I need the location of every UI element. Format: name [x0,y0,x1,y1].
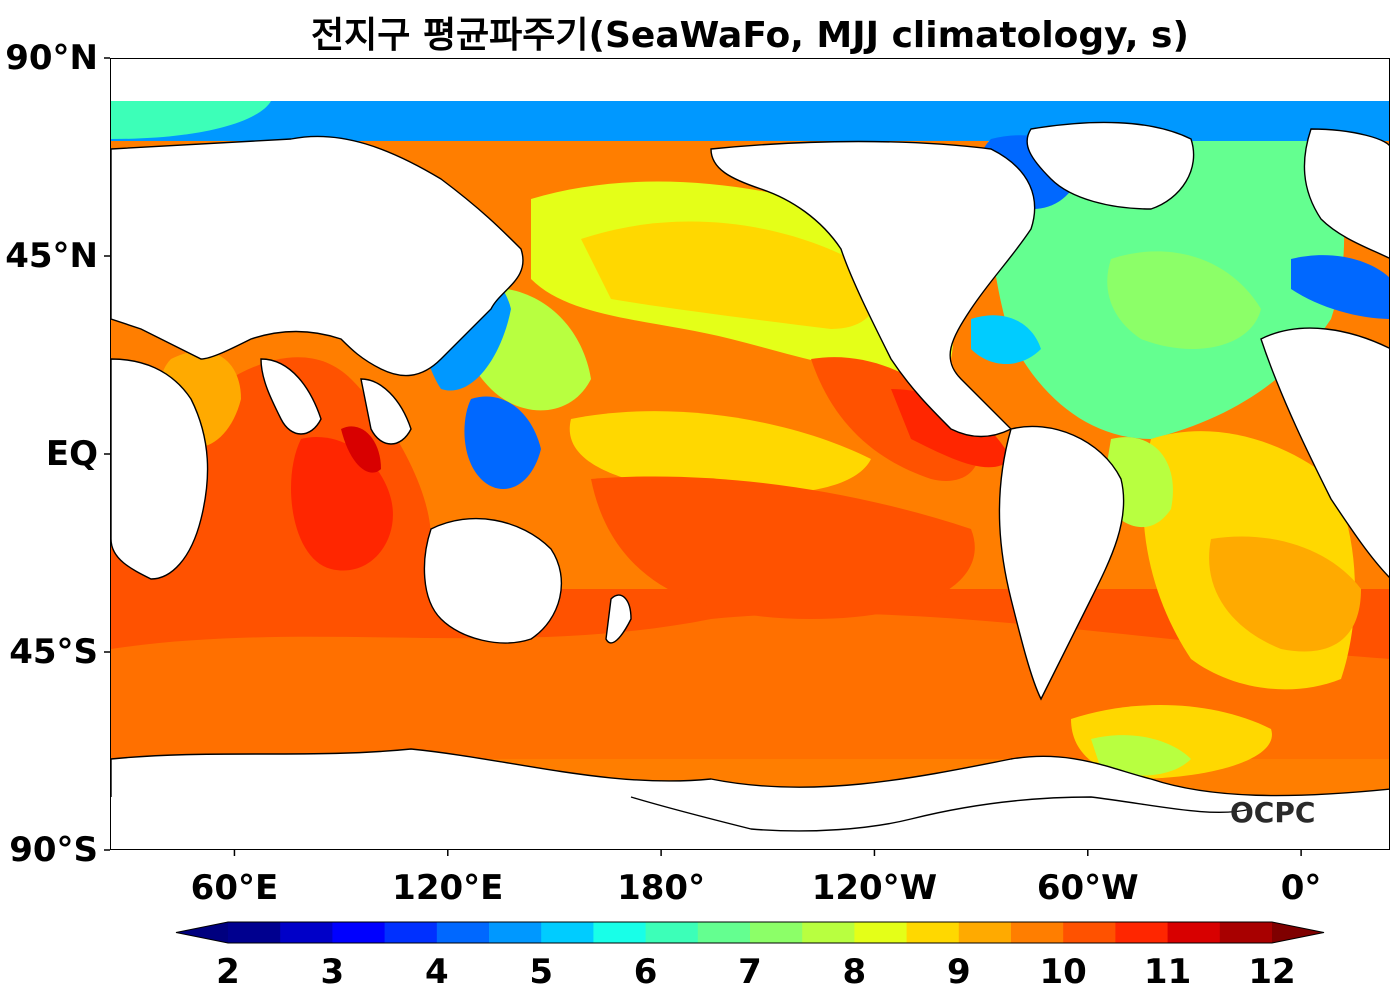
colorbar-segment [332,922,386,943]
colorbar-segment [280,922,333,943]
colorbar-segment [1167,922,1221,943]
europe-land [1303,128,1389,259]
colorbar-segment [645,922,699,943]
latitude-label: 90°S [9,830,98,870]
colorbar-segment [906,922,960,943]
longitude-label: 0° [1280,868,1322,908]
colorbar-segment [1011,922,1064,943]
indonesian-seas-field [464,396,541,489]
south-polar-mask [111,797,1389,849]
antarctic-coastline [630,796,1252,832]
colorbar-tick-label: 6 [633,952,658,992]
colorbar-segment [228,922,281,943]
eurasia-land [111,135,524,377]
map-plot-area [110,58,1390,850]
colorbar-segment [436,922,490,943]
africa-west-land [1260,327,1389,578]
colorbar-over-arrow [1272,922,1324,943]
indian-ocean-max [341,426,381,473]
colorbar-tick-label: 12 [1248,952,1296,992]
latitude-label: 45°N [5,236,98,276]
colorbar-segment [802,922,855,943]
weddell-sea-core [1091,735,1191,776]
wave-period-map [111,101,1389,849]
ocpc-logo: OCPC [1230,796,1316,829]
colorbar-under-arrow [176,922,228,943]
longitude-label: 180° [617,868,706,908]
south-pacific-field [591,476,975,619]
longitude-label: 60°W [1036,868,1139,908]
latitude-label: EQ [45,434,98,474]
greenland-land [1026,121,1195,210]
colorbar-tick-label: 7 [738,952,762,992]
gulf-of-mexico-field [971,315,1041,364]
mediterranean-field [1291,255,1389,319]
colorbar-segment [750,922,803,943]
colorbar-segment [1219,922,1273,943]
colorbar-tick-label: 4 [424,952,449,992]
arctic-coast-field [111,101,271,139]
longitude-label: 120°E [392,868,504,908]
colorbar-segment [593,922,647,943]
colorbar-segment [697,922,751,943]
longitude-label: 120°W [811,868,938,908]
latitude-label: 45°S [9,632,98,672]
longitude-label: 60°E [190,868,279,908]
colorbar-segment [958,922,1012,943]
colorbar-segment [1115,922,1169,943]
colorbar-segment [489,922,542,943]
colorbar-tick-label: 10 [1039,952,1087,992]
colorbar-segment [384,922,438,943]
australia-land [423,517,563,644]
colorbar-tick-label: 2 [216,952,240,992]
arctic-field [111,101,1389,141]
south-america-land [998,425,1125,701]
africa-east-land [111,358,209,580]
north-pacific-core [581,221,876,329]
latitude-label: 90°N [5,38,98,78]
north-atlantic-core [1107,251,1261,349]
colorbar-segment [854,922,908,943]
new-zealand-land [605,594,632,644]
colorbar-tick-label: 5 [529,952,554,992]
map-title: 전지구 평균파주기(SeaWaFo, MJJ climatology, s) [311,15,1189,56]
colorbar-segment [541,922,594,943]
colorbar-tick-label: 9 [946,952,971,992]
equatorial-pacific-field [569,411,871,495]
colorbar-tick-label: 11 [1143,952,1192,992]
colorbar-segment [1063,922,1116,943]
southern-ocean-swirl [111,613,1389,759]
india-land [260,358,322,435]
colorbar-tick-label: 8 [842,952,867,992]
colorbar-outline [175,921,1325,944]
south-atlantic-core [1209,536,1361,652]
indochina-land [360,378,412,445]
north-america-land [710,140,1036,438]
colorbar-tick-label: 3 [320,952,345,992]
